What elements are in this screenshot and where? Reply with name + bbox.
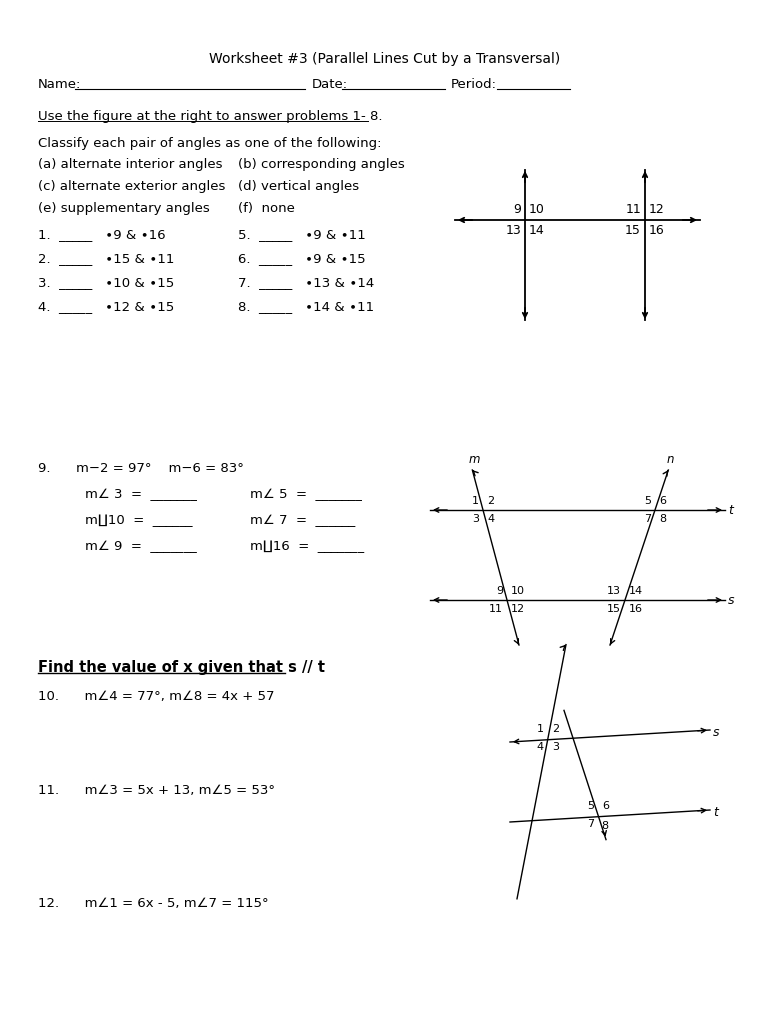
Text: n: n <box>667 453 674 466</box>
Text: 7.  _____   ∙13 & ∙14: 7. _____ ∙13 & ∙14 <box>238 276 374 289</box>
Text: 1: 1 <box>472 496 479 506</box>
Text: 9: 9 <box>513 203 521 216</box>
Text: s: s <box>713 725 719 738</box>
Text: 13: 13 <box>505 224 521 237</box>
Text: 15: 15 <box>607 604 621 614</box>
Text: 10: 10 <box>529 203 545 216</box>
Text: m∠ 7  =  ______: m∠ 7 = ______ <box>250 514 355 527</box>
Text: (d) vertical angles: (d) vertical angles <box>238 180 359 193</box>
Text: 5: 5 <box>587 801 594 811</box>
Text: m∠ 9  =  _______: m∠ 9 = _______ <box>85 540 197 553</box>
Text: 9.      m−2 = 97°    m−6 = 83°: 9. m−2 = 97° m−6 = 83° <box>38 462 244 475</box>
Text: 3.  _____   ∙10 & ∙15: 3. _____ ∙10 & ∙15 <box>38 276 174 289</box>
Text: 8: 8 <box>601 821 608 831</box>
Text: 1: 1 <box>537 724 544 734</box>
Text: Period:: Period: <box>451 78 497 91</box>
Text: 2.  _____   ∙15 & ∙11: 2. _____ ∙15 & ∙11 <box>38 252 174 265</box>
Text: 7: 7 <box>644 514 651 524</box>
Text: Find the value of x given that s // t: Find the value of x given that s // t <box>38 660 325 675</box>
Text: 15: 15 <box>625 224 641 237</box>
Text: 14: 14 <box>629 586 643 596</box>
Text: (a) alternate interior angles: (a) alternate interior angles <box>38 158 223 171</box>
Text: Date:: Date: <box>312 78 348 91</box>
Text: t: t <box>728 504 733 516</box>
Text: m∠ 5  =  _______: m∠ 5 = _______ <box>250 488 362 501</box>
Text: 6: 6 <box>602 801 609 811</box>
Text: 11: 11 <box>625 203 641 216</box>
Text: 4: 4 <box>487 514 494 524</box>
Text: 7: 7 <box>587 819 594 829</box>
Text: (b) corresponding angles: (b) corresponding angles <box>238 158 405 171</box>
Text: 12: 12 <box>511 604 525 614</box>
Text: m∐10  =  ______: m∐10 = ______ <box>85 514 192 527</box>
Text: 8.  _____   ∙14 & ∙11: 8. _____ ∙14 & ∙11 <box>238 300 374 313</box>
Text: 14: 14 <box>529 224 544 237</box>
Text: 5: 5 <box>644 496 651 506</box>
Text: 11.      m∠3 = 5x + 13, m∠5 = 53°: 11. m∠3 = 5x + 13, m∠5 = 53° <box>38 784 275 797</box>
Text: 12: 12 <box>649 203 665 216</box>
Text: t: t <box>713 806 718 818</box>
Text: 3: 3 <box>552 742 559 752</box>
Text: 3: 3 <box>472 514 479 524</box>
Text: (e) supplementary angles: (e) supplementary angles <box>38 202 209 215</box>
Text: s: s <box>728 594 735 606</box>
Text: 16: 16 <box>649 224 665 237</box>
Text: (c) alternate exterior angles: (c) alternate exterior angles <box>38 180 226 193</box>
Text: 16: 16 <box>629 604 643 614</box>
Text: 5.  _____   ∙9 & ∙11: 5. _____ ∙9 & ∙11 <box>238 228 366 241</box>
Text: 8: 8 <box>659 514 666 524</box>
Text: m∠ 3  =  _______: m∠ 3 = _______ <box>85 488 197 501</box>
Text: 13: 13 <box>607 586 621 596</box>
Text: 10.      m∠4 = 77°, m∠8 = 4x + 57: 10. m∠4 = 77°, m∠8 = 4x + 57 <box>38 690 274 703</box>
Text: m: m <box>469 453 480 466</box>
Text: Worksheet #3 (Parallel Lines Cut by a Transversal): Worksheet #3 (Parallel Lines Cut by a Tr… <box>209 52 561 66</box>
Text: 1.  _____   ∙9 & ∙16: 1. _____ ∙9 & ∙16 <box>38 228 166 241</box>
Text: 10: 10 <box>511 586 525 596</box>
Text: (f)  none: (f) none <box>238 202 295 215</box>
Text: 2: 2 <box>487 496 494 506</box>
Text: m∐16  =  _______: m∐16 = _______ <box>250 540 364 553</box>
Text: Classify each pair of angles as one of the following:: Classify each pair of angles as one of t… <box>38 137 381 150</box>
Text: Use the figure at the right to answer problems 1- 8.: Use the figure at the right to answer pr… <box>38 110 383 123</box>
Text: 12.      m∠1 = 6x - 5, m∠7 = 115°: 12. m∠1 = 6x - 5, m∠7 = 115° <box>38 897 269 910</box>
Text: 6.  _____   ∙9 & ∙15: 6. _____ ∙9 & ∙15 <box>238 252 366 265</box>
Text: Name:: Name: <box>38 78 82 91</box>
Text: 2: 2 <box>552 724 559 734</box>
Text: 9: 9 <box>496 586 503 596</box>
Text: 11: 11 <box>489 604 503 614</box>
Text: 4.  _____   ∙12 & ∙15: 4. _____ ∙12 & ∙15 <box>38 300 174 313</box>
Text: 4: 4 <box>537 742 544 752</box>
Text: 6: 6 <box>659 496 666 506</box>
